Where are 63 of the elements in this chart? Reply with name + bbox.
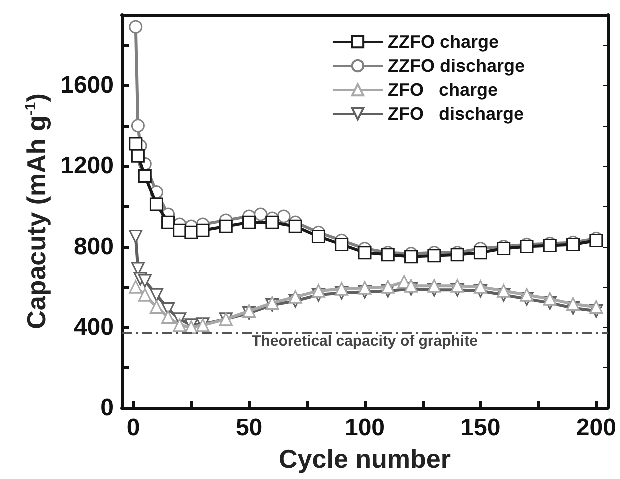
point (129, 230, 143, 244)
y-tick-label: 1200 (60, 152, 114, 180)
point (129, 280, 143, 294)
point (266, 216, 280, 230)
legend-label: ZFO charge (388, 80, 498, 100)
point (150, 288, 164, 302)
point (138, 169, 152, 183)
point (404, 250, 418, 264)
legend-label: ZZFO discharge (388, 56, 526, 76)
point (150, 198, 164, 212)
point (162, 310, 176, 324)
point (474, 280, 488, 294)
x-tick-label: 150 (460, 414, 501, 442)
point (428, 279, 442, 293)
point (288, 220, 302, 234)
point (242, 216, 256, 230)
point (381, 280, 395, 294)
point (131, 149, 145, 163)
point (219, 220, 233, 234)
y-tick-label: 800 (74, 233, 114, 260)
point (590, 300, 604, 314)
point (358, 281, 372, 295)
legend-label: ZZFO charge (388, 32, 499, 52)
point (520, 240, 534, 254)
x-tick-label: 100 (344, 414, 386, 442)
x-axis-title: Cycle number (279, 444, 451, 474)
point (288, 290, 302, 304)
point (428, 249, 442, 263)
point (358, 246, 372, 260)
point (312, 230, 326, 244)
y-tick-label: 400 (74, 314, 114, 341)
point (129, 20, 143, 34)
point (312, 284, 326, 298)
point (543, 239, 557, 253)
point (162, 216, 176, 230)
point (543, 292, 557, 306)
y-tick-label: 0 (100, 394, 114, 422)
point (474, 246, 488, 260)
x-tick-label: 200 (576, 414, 616, 442)
point (566, 238, 580, 252)
ref-line-label: Theoretical capacity of graphite (252, 333, 478, 350)
point (138, 288, 152, 302)
y-tick-label: 1600 (60, 72, 114, 100)
point (138, 274, 152, 288)
point (450, 279, 464, 293)
point (520, 288, 534, 302)
x-tick-label: 50 (236, 414, 263, 442)
point (497, 284, 511, 298)
legend-label: ZFO discharge (388, 104, 524, 124)
point (196, 224, 210, 238)
point (131, 119, 145, 133)
point (173, 318, 187, 332)
point (129, 137, 143, 151)
point (404, 279, 418, 293)
y-axis-title: Capacuty (mAh g-1) (22, 94, 52, 330)
point (277, 210, 291, 224)
point (184, 226, 198, 240)
point (566, 297, 580, 311)
point (254, 208, 268, 222)
x-tick-label: 0 (126, 414, 140, 442)
point (335, 282, 349, 296)
point (150, 300, 164, 314)
point (335, 238, 349, 252)
